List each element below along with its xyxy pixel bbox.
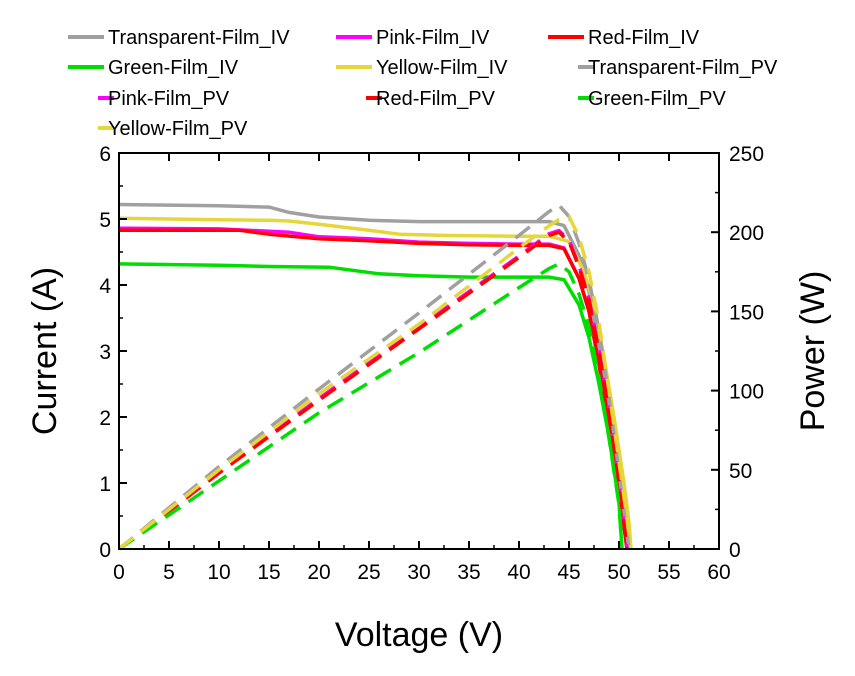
axes: 0 5 10 15 20 25 30 35 40 45 50 55 600123456050100150…	[99, 143, 764, 584]
series-line-green-film-pv	[118, 262, 624, 551]
y2-tick-label: 100	[729, 381, 764, 404]
y-axis-title: Current (A)	[26, 267, 64, 435]
legend-label-green-film-pv: Green-Film_PV	[588, 88, 726, 110]
legend-label-green-film-iv: Green-Film_IV	[108, 57, 239, 79]
x-tick-label: 15	[257, 561, 280, 584]
y-tick-label: 0	[99, 539, 111, 562]
legend-label-pink-film-iv: Pink-Film_IV	[376, 27, 490, 49]
legend-label-yellow-film-iv: Yellow-Film_IV	[376, 57, 508, 79]
x-tick-label: 50	[607, 561, 630, 584]
x-tick-label: 45	[557, 561, 580, 584]
series-line-transparent-film-pv	[117, 203, 631, 551]
x-tick-label: 5	[163, 561, 175, 584]
x-tick-label: 60	[707, 561, 730, 584]
legend-label-pink-film-pv: Pink-Film_PV	[108, 88, 230, 110]
legend-label-yellow-film-pv: Yellow-Film_PV	[108, 118, 248, 140]
plot-lines	[117, 202, 633, 551]
legend: Transparent-Film_IV Pink-Film_IV Red-Film_…	[68, 27, 778, 140]
x-tick-label: 0	[113, 561, 125, 584]
legend-label-transparent-film-iv: Transparent-Film_IV	[108, 27, 290, 49]
legend-label-red-film-iv: Red-Film_IV	[588, 27, 700, 49]
y-tick-label: 6	[99, 143, 111, 166]
series-line-green-film-iv	[118, 262, 624, 550]
y2-tick-label: 250	[729, 143, 764, 166]
x-tick-label: 25	[357, 561, 380, 584]
y2-tick-label: 150	[729, 301, 764, 324]
y-tick-label: 2	[99, 407, 111, 430]
series-line-yellow-film-pv	[117, 214, 633, 551]
y2-tick-label: 50	[729, 460, 752, 483]
legend-label-red-film-pv: Red-Film_PV	[376, 88, 496, 110]
y2-tick-label: 200	[729, 222, 764, 245]
x-tick-label: 40	[507, 561, 530, 584]
x-tick-label: 20	[307, 561, 330, 584]
x-tick-label: 30	[407, 561, 430, 584]
y-tick-label: 1	[99, 473, 111, 496]
x-tick-label: 55	[657, 561, 680, 584]
y-tick-label: 3	[99, 341, 111, 364]
y-tick-label: 5	[99, 209, 111, 232]
y2-axis-title: Power (W)	[794, 271, 832, 432]
y2-tick-label: 0	[729, 539, 741, 562]
x-tick-label: 35	[457, 561, 480, 584]
plot-frame	[118, 152, 720, 550]
series-line-red-film-pv	[117, 230, 629, 551]
x-tick-label: 10	[207, 561, 230, 584]
legend-label-transparent-film-pv: Transparent-Film_PV	[588, 57, 778, 79]
y-tick-label: 4	[99, 275, 111, 298]
x-axis-title: Voltage (V)	[335, 616, 503, 654]
